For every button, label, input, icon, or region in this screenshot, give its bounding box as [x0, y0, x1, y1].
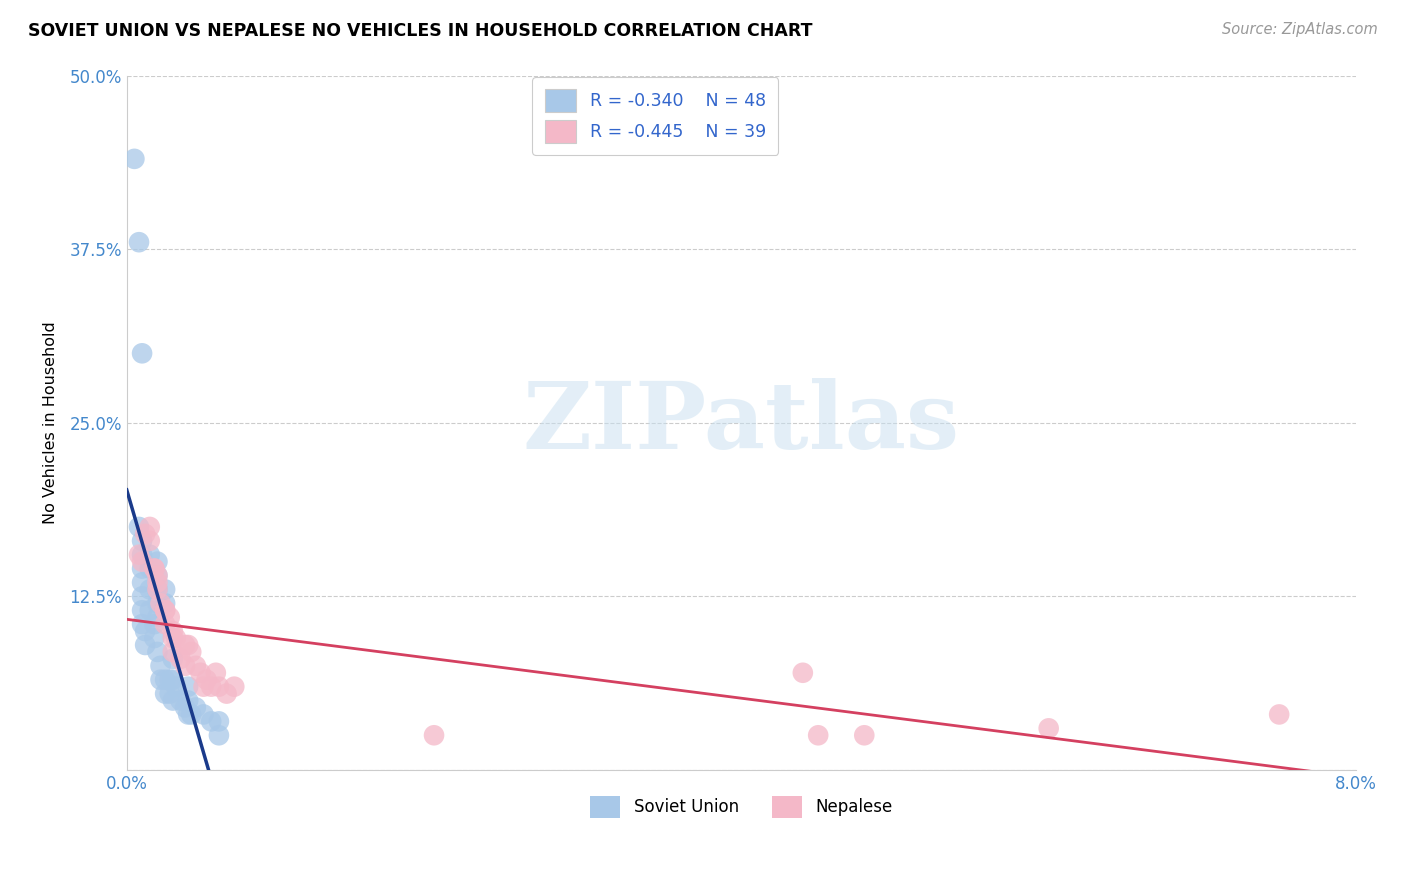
- Point: [190, 665, 212, 680]
- Point: [149, 596, 172, 610]
- Point: [174, 658, 197, 673]
- Point: [853, 728, 876, 742]
- Point: [146, 555, 169, 569]
- Point: [195, 673, 218, 687]
- Point: [146, 568, 169, 582]
- Legend: Soviet Union, Nepalese: Soviet Union, Nepalese: [583, 789, 900, 824]
- Point: [184, 700, 207, 714]
- Point: [807, 728, 830, 742]
- Point: [180, 645, 202, 659]
- Point: [215, 687, 238, 701]
- Point: [165, 680, 187, 694]
- Point: [134, 638, 156, 652]
- Point: [224, 680, 246, 694]
- Point: [131, 548, 153, 562]
- Point: [146, 645, 169, 659]
- Point: [131, 617, 153, 632]
- Point: [149, 658, 172, 673]
- Point: [177, 638, 200, 652]
- Point: [174, 638, 197, 652]
- Text: SOVIET UNION VS NEPALESE NO VEHICLES IN HOUSEHOLD CORRELATION CHART: SOVIET UNION VS NEPALESE NO VEHICLES IN …: [28, 22, 813, 40]
- Point: [162, 645, 184, 659]
- Point: [193, 680, 215, 694]
- Point: [153, 596, 176, 610]
- Point: [159, 687, 181, 701]
- Point: [169, 652, 191, 666]
- Point: [143, 631, 166, 645]
- Point: [162, 652, 184, 666]
- Point: [128, 520, 150, 534]
- Y-axis label: No Vehicles in Household: No Vehicles in Household: [44, 321, 58, 524]
- Point: [131, 346, 153, 360]
- Point: [423, 728, 446, 742]
- Point: [159, 673, 181, 687]
- Point: [153, 673, 176, 687]
- Point: [792, 665, 814, 680]
- Point: [134, 624, 156, 639]
- Point: [146, 610, 169, 624]
- Point: [174, 700, 197, 714]
- Point: [200, 680, 222, 694]
- Point: [208, 714, 231, 729]
- Point: [1038, 722, 1060, 736]
- Point: [153, 603, 176, 617]
- Point: [208, 728, 231, 742]
- Point: [146, 582, 169, 597]
- Point: [139, 561, 162, 575]
- Point: [153, 603, 176, 617]
- Point: [165, 631, 187, 645]
- Point: [143, 561, 166, 575]
- Point: [131, 590, 153, 604]
- Point: [162, 631, 184, 645]
- Point: [128, 235, 150, 250]
- Point: [177, 693, 200, 707]
- Point: [162, 693, 184, 707]
- Point: [128, 548, 150, 562]
- Point: [162, 673, 184, 687]
- Point: [143, 561, 166, 575]
- Point: [169, 693, 191, 707]
- Point: [177, 707, 200, 722]
- Point: [177, 680, 200, 694]
- Point: [153, 617, 176, 632]
- Point: [162, 624, 184, 639]
- Point: [153, 687, 176, 701]
- Point: [139, 603, 162, 617]
- Point: [124, 152, 146, 166]
- Point: [139, 548, 162, 562]
- Point: [146, 568, 169, 582]
- Point: [208, 680, 231, 694]
- Text: ZIPatlas: ZIPatlas: [523, 377, 960, 467]
- Point: [131, 575, 153, 590]
- Point: [131, 555, 153, 569]
- Point: [184, 658, 207, 673]
- Point: [139, 582, 162, 597]
- Point: [180, 707, 202, 722]
- Point: [143, 617, 166, 632]
- Point: [1268, 707, 1291, 722]
- Text: Source: ZipAtlas.com: Source: ZipAtlas.com: [1222, 22, 1378, 37]
- Point: [139, 520, 162, 534]
- Point: [131, 561, 153, 575]
- Point: [193, 707, 215, 722]
- Point: [139, 533, 162, 548]
- Point: [146, 596, 169, 610]
- Point: [200, 714, 222, 729]
- Point: [159, 610, 181, 624]
- Point: [131, 603, 153, 617]
- Point: [146, 575, 169, 590]
- Point: [146, 582, 169, 597]
- Point: [153, 582, 176, 597]
- Point: [134, 527, 156, 541]
- Point: [149, 673, 172, 687]
- Point: [205, 665, 228, 680]
- Point: [131, 533, 153, 548]
